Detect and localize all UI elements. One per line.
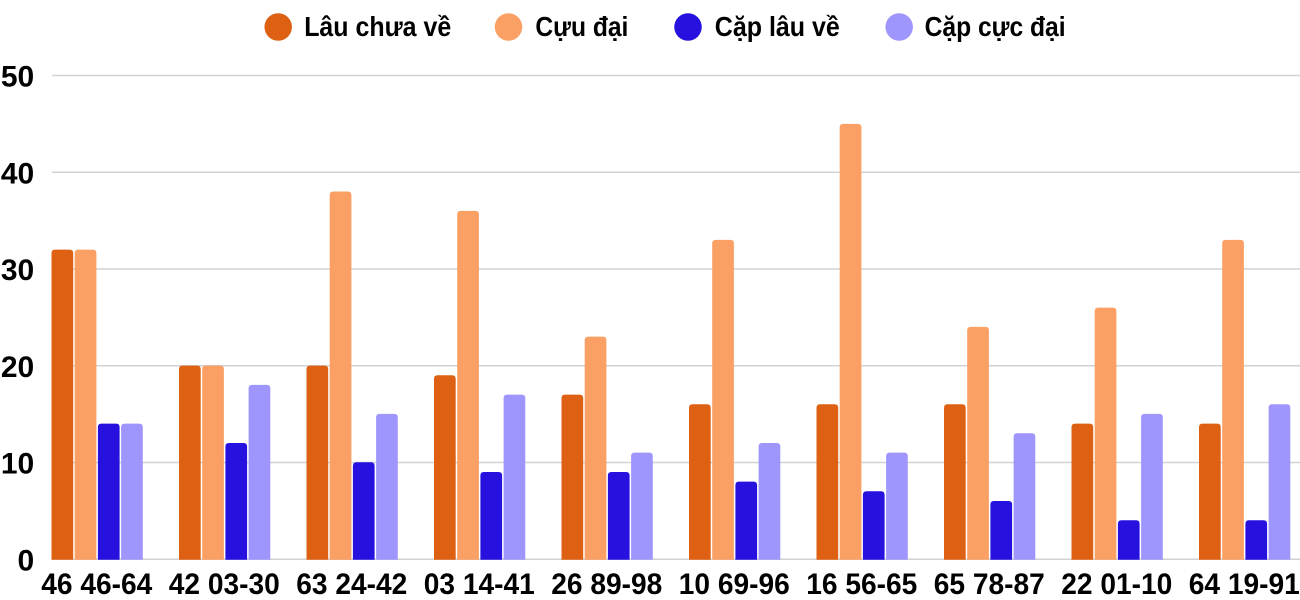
svg-text:03 14-41: 03 14-41 [424,568,535,600]
svg-text:65 78-87: 65 78-87 [934,568,1045,600]
svg-text:10: 10 [1,448,34,481]
svg-text:16 56-65: 16 56-65 [806,568,917,600]
svg-text:46 46-64: 46 46-64 [41,568,152,600]
svg-text:40: 40 [1,157,34,190]
svg-text:10 69-96: 10 69-96 [679,568,790,600]
svg-text:Cựu đại: Cựu đại [535,11,628,42]
svg-text:30: 30 [1,254,34,287]
svg-text:22 01-10: 22 01-10 [1061,568,1172,600]
svg-text:26 89-98: 26 89-98 [551,568,662,600]
svg-text:63 24-42: 63 24-42 [296,568,407,600]
svg-text:Lâu chưa về: Lâu chưa về [304,11,451,42]
svg-text:0: 0 [18,544,35,577]
svg-text:50: 50 [1,61,34,94]
svg-text:42 03-30: 42 03-30 [169,568,280,600]
svg-text:Cặp lâu về: Cặp lâu về [715,11,840,42]
svg-text:Cặp cực đại: Cặp cực đại [925,11,1066,42]
svg-text:64 19-91: 64 19-91 [1189,568,1300,600]
svg-text:20: 20 [1,351,34,384]
